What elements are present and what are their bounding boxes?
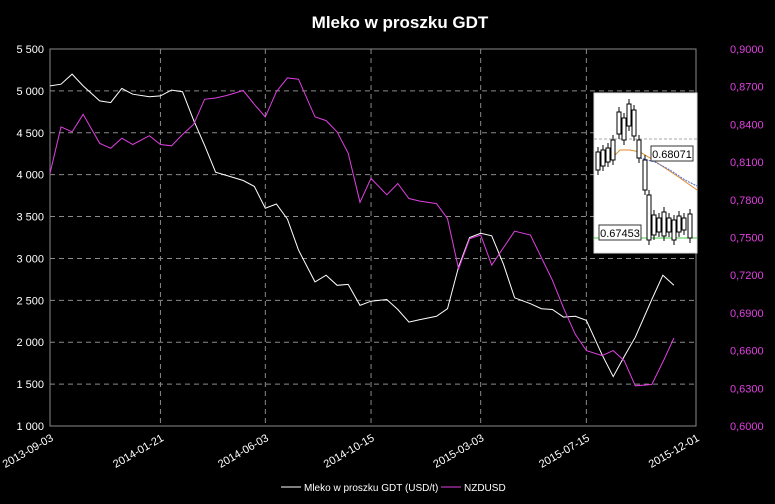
inset-candle-body	[626, 103, 632, 127]
y-left-tick-label: 2 500	[16, 295, 44, 307]
inset-candle-body	[676, 215, 682, 233]
inset-candle-body	[651, 214, 657, 236]
y-left-tick-label: 4 000	[16, 170, 44, 182]
y-left-tick-label: 3 500	[16, 212, 44, 224]
inset-candle-body	[681, 217, 687, 231]
y-right-tick-label: 0,9000	[730, 44, 764, 56]
inset-candle-body	[605, 147, 611, 163]
inset-candle-body	[656, 217, 662, 233]
inset-candle-body	[642, 159, 648, 191]
inset-candle-body	[661, 211, 667, 237]
y-left-tick-label: 5 000	[16, 86, 44, 98]
y-right-tick-label: 0,8700	[730, 82, 764, 94]
y-left-tick-label: 2 000	[16, 337, 44, 349]
y-left-tick-label: 4 500	[16, 128, 44, 140]
y-right-tick-label: 0,6900	[730, 308, 764, 320]
y-left-tick-label: 1 000	[16, 421, 44, 433]
inset-upper-label: 0.68071	[652, 149, 692, 161]
inset-lower-label-border	[598, 224, 642, 241]
series-layer	[49, 73, 675, 387]
inset-lower-label-box: 0.67453	[598, 224, 642, 241]
left-axis-ticks: 1 000 1 500 2 000 2 500 3 000 3 500 4 000 4 500…	[16, 44, 44, 433]
inset-candle-body	[621, 117, 627, 141]
legend: Mleko w proszku GDT (USD/t) NZDUSD	[281, 483, 506, 494]
right-axis-ticks: 0,6000 0,6300 0,6600 0,6900 0,7200 0,7500 0,78…	[730, 44, 764, 433]
legend-label-milk: Mleko w proszku GDT (USD/t)	[304, 483, 438, 494]
y-left-tick-label: 3 000	[16, 253, 44, 265]
inset-upper-label-border	[650, 145, 694, 162]
y-right-tick-label: 0,7800	[730, 195, 764, 207]
inset-candle-body	[595, 151, 601, 171]
inset-candles	[595, 99, 693, 245]
y-right-tick-label: 0,7500	[730, 233, 764, 245]
legend-label-nzdusd: NZDUSD	[464, 483, 506, 494]
inset-candle-body	[646, 194, 652, 241]
inset-candlestick-chart: 0.68071 0.67453	[593, 92, 698, 254]
inset-upper-label-box: 0.68071	[650, 145, 694, 162]
inset-candle-body	[600, 149, 606, 167]
y-right-tick-label: 0,6300	[730, 383, 764, 395]
y-right-tick-label: 0,8400	[730, 119, 764, 131]
y-right-tick-label: 0,8100	[730, 157, 764, 169]
series-line-nzdusd	[49, 77, 675, 387]
y-right-tick-label: 0,6600	[730, 346, 764, 358]
y-left-tick-label: 5 500	[16, 44, 44, 56]
y-left-tick-label: 1 500	[16, 379, 44, 391]
inset-candle-body	[666, 217, 672, 233]
inset-lower-label: 0.67453	[600, 228, 640, 240]
y-right-tick-label: 0,6000	[730, 421, 764, 433]
inset-candle-body	[610, 139, 616, 161]
y-right-tick-label: 0,7200	[730, 270, 764, 282]
inset-candle-body	[687, 213, 693, 239]
inset-candle-body	[636, 139, 642, 159]
inset-candle-body	[671, 219, 677, 241]
inset-candle-body	[631, 109, 637, 137]
inset-ma-blue	[639, 157, 698, 187]
inset-candle-body	[616, 111, 622, 135]
chart-title: Mleko w proszku GDT	[312, 13, 489, 32]
